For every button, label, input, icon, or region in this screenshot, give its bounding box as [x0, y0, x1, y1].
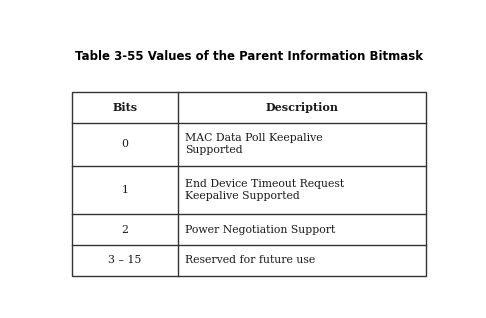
Text: Bits: Bits	[113, 102, 138, 113]
Text: Table 3-55 Values of the Parent Information Bitmask: Table 3-55 Values of the Parent Informat…	[75, 50, 423, 63]
Text: Power Negotiation Support: Power Negotiation Support	[185, 225, 335, 235]
Text: 1: 1	[122, 185, 129, 195]
Bar	[72, 92, 426, 276]
Text: Reserved for future use: Reserved for future use	[185, 255, 315, 265]
Text: End Device Timeout Request
Keepalive Supported: End Device Timeout Request Keepalive Sup…	[185, 179, 344, 201]
Text: 3 – 15: 3 – 15	[108, 255, 142, 265]
Text: 2: 2	[122, 225, 129, 235]
Text: MAC Data Poll Keepalive
Supported: MAC Data Poll Keepalive Supported	[185, 134, 323, 156]
Text: Description: Description	[266, 102, 339, 113]
Text: 0: 0	[122, 140, 129, 149]
